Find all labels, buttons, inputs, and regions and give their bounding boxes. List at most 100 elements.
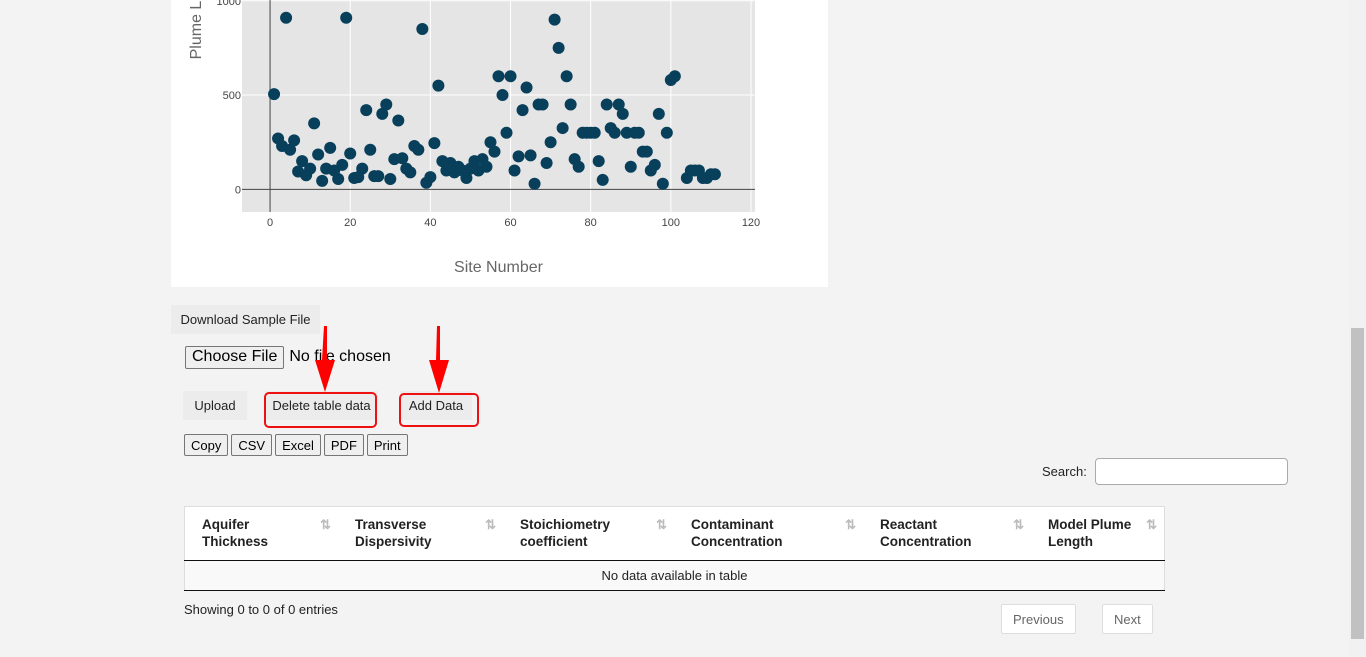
- column-header-model-plume-length[interactable]: Model Plume Length ⇅: [1031, 506, 1165, 561]
- next-page-button[interactable]: Next: [1102, 604, 1153, 634]
- pdf-button[interactable]: PDF: [323, 434, 364, 456]
- y-tick-label: 500: [223, 90, 241, 102]
- print-button[interactable]: Print: [366, 434, 408, 456]
- file-input[interactable]: Choose File No file chosen: [185, 345, 391, 369]
- y-tick-label: 1000: [217, 0, 241, 8]
- excel-button[interactable]: Excel: [275, 434, 321, 456]
- data-point: [540, 156, 553, 169]
- sort-icon: ⇅: [320, 517, 331, 532]
- search-label: Search:: [1042, 464, 1087, 479]
- add-data-button[interactable]: Add Data: [400, 391, 472, 420]
- column-header-reactant-concentration[interactable]: Reactant Concentration ⇅: [863, 506, 1031, 561]
- data-point: [488, 145, 501, 158]
- scatter-chart: 0 20 40 60 80 100 120 0 500 1000 Site Number Plume …: [188, 0, 760, 276]
- x-tick-label: 20: [344, 217, 356, 229]
- data-point: [480, 160, 493, 173]
- data-point: [336, 158, 349, 171]
- data-point: [380, 98, 393, 111]
- data-point: [572, 160, 585, 173]
- data-point: [588, 126, 601, 139]
- download-sample-button[interactable]: Download Sample File: [171, 305, 320, 334]
- data-point: [648, 158, 661, 171]
- data-point: [344, 147, 357, 160]
- sort-icon: ⇅: [1013, 517, 1024, 532]
- x-axis-label: Site Number: [454, 259, 544, 276]
- y-tick-label: 0: [235, 184, 241, 196]
- data-point: [516, 104, 529, 117]
- data-point: [612, 98, 625, 111]
- data-point: [552, 41, 565, 54]
- data-point: [556, 122, 569, 135]
- copy-button[interactable]: Copy: [184, 434, 229, 456]
- data-point: [608, 126, 621, 139]
- column-header-aquifer-thickness[interactable]: Aquifer Thickness ⇅: [184, 506, 338, 561]
- data-point: [616, 107, 629, 120]
- data-point: [340, 11, 353, 24]
- data-point: [660, 126, 673, 139]
- data-point: [332, 172, 345, 185]
- data-point: [656, 177, 669, 190]
- scrollbar-thumb[interactable]: [1351, 328, 1364, 639]
- highlight-box-add: [399, 393, 479, 427]
- data-point: [520, 81, 533, 94]
- file-status: No file chosen: [289, 348, 391, 365]
- sort-icon: ⇅: [656, 517, 667, 532]
- x-tick-label: 120: [742, 217, 760, 229]
- data-point: [324, 141, 337, 154]
- search-input[interactable]: [1094, 458, 1288, 485]
- data-point: [528, 177, 541, 190]
- x-tick-label: 80: [585, 217, 597, 229]
- data-point: [404, 166, 417, 179]
- data-point: [484, 136, 497, 149]
- data-point: [384, 172, 397, 185]
- x-tick-label: 60: [504, 217, 516, 229]
- data-point: [284, 143, 297, 156]
- data-point: [548, 13, 561, 26]
- data-point: [512, 150, 525, 163]
- data-point: [544, 136, 557, 149]
- data-point: [360, 104, 373, 117]
- csv-button[interactable]: CSV: [231, 434, 273, 456]
- delete-table-data-button[interactable]: Delete table data: [265, 391, 378, 420]
- data-point: [356, 162, 369, 175]
- data-point: [508, 164, 521, 177]
- previous-page-button[interactable]: Previous: [1001, 604, 1076, 634]
- data-point: [592, 155, 605, 168]
- choose-file-button[interactable]: Choose File: [185, 345, 285, 369]
- data-table: Aquifer Thickness ⇅ Transverse Dispersivit…: [184, 506, 1165, 591]
- data-point: [496, 89, 509, 102]
- data-point: [280, 11, 293, 24]
- data-point: [312, 148, 325, 161]
- data-point: [392, 114, 405, 127]
- data-point: [596, 173, 609, 186]
- sort-icon: ⇅: [1146, 517, 1157, 532]
- empty-table-message: No data available in table: [184, 560, 1165, 591]
- column-header-stoichiometry-coefficient[interactable]: Stoichiometry coefficient ⇅: [503, 506, 674, 561]
- data-point: [316, 174, 329, 187]
- data-point: [632, 126, 645, 139]
- table-header-row: Aquifer Thickness ⇅ Transverse Dispersivit…: [184, 506, 1165, 561]
- data-point: [600, 98, 613, 111]
- column-header-transverse-dispersivity[interactable]: Transverse Dispersivity ⇅: [338, 506, 503, 561]
- plot-background: [242, 0, 755, 212]
- arrow-down-icon: [429, 326, 449, 393]
- data-point: [432, 79, 445, 92]
- column-header-contaminant-concentration[interactable]: Contaminant Concentration ⇅: [674, 506, 863, 561]
- data-point: [708, 168, 721, 181]
- data-point: [424, 171, 437, 184]
- data-point: [524, 149, 537, 162]
- data-point: [504, 70, 517, 83]
- data-point: [364, 143, 377, 156]
- data-point: [296, 155, 309, 168]
- x-tick-label: 0: [267, 217, 273, 229]
- data-point: [500, 126, 513, 139]
- table-row: No data available in table: [184, 560, 1165, 591]
- data-point: [372, 170, 385, 183]
- data-point: [376, 107, 389, 120]
- data-point: [268, 88, 281, 101]
- x-tick-label: 100: [662, 217, 680, 229]
- data-point: [624, 160, 637, 173]
- data-point: [564, 98, 577, 111]
- upload-button[interactable]: Upload: [183, 391, 247, 420]
- data-point: [460, 172, 473, 185]
